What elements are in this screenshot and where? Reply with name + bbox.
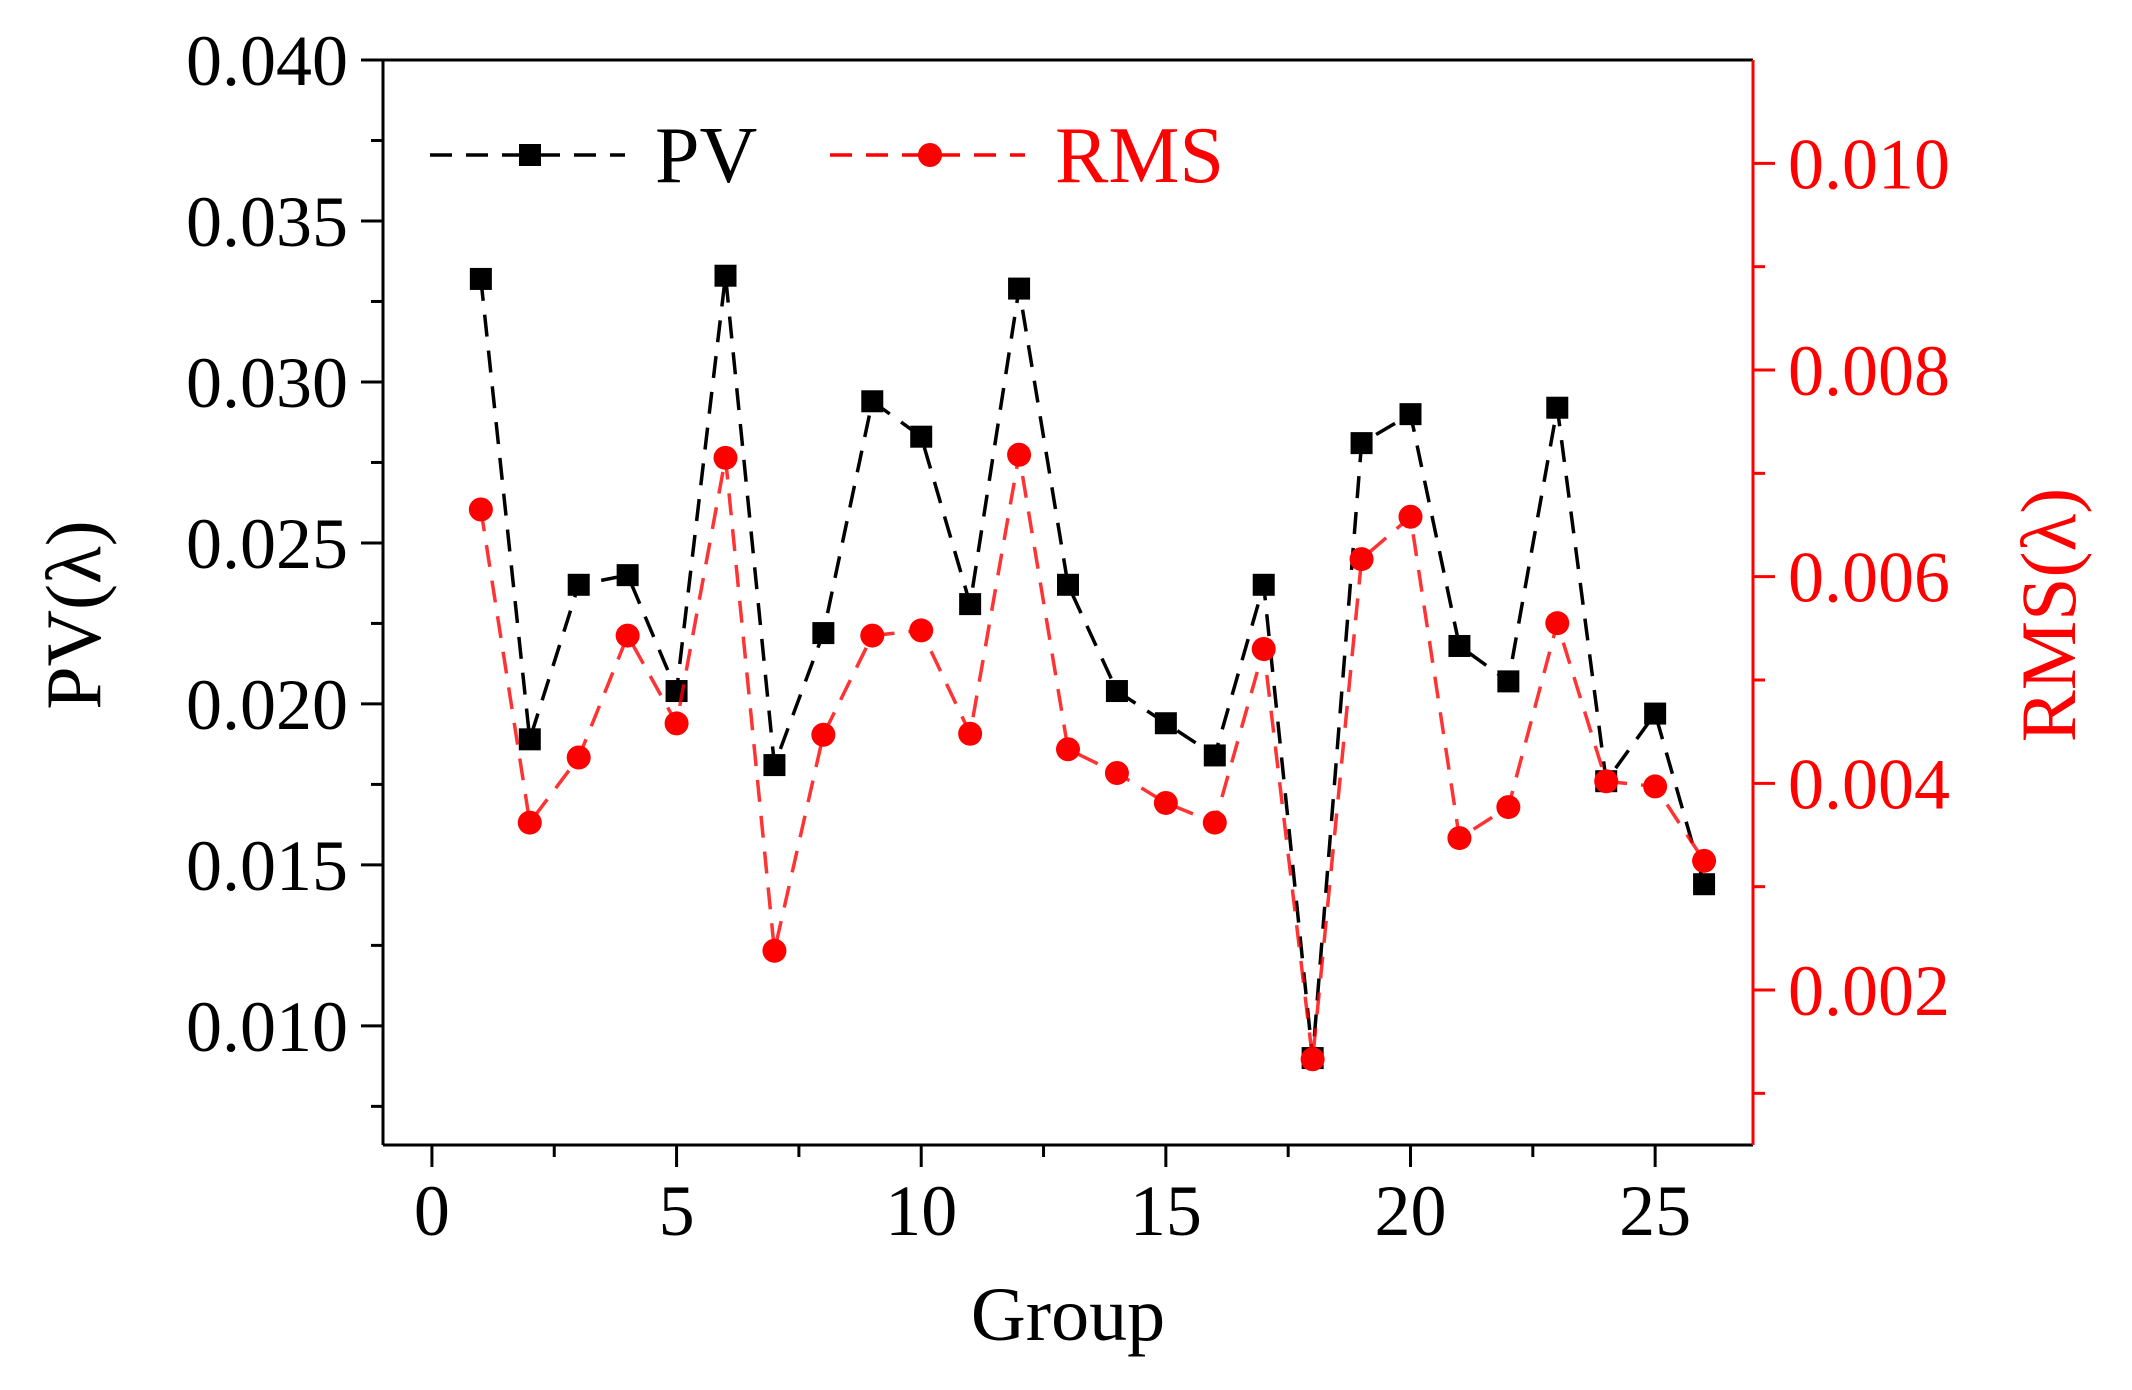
right-y-tick-label: 0.004 [1788,744,1950,824]
data-point-rms [1496,795,1521,820]
right-y-tick-label: 0.008 [1788,331,1950,411]
right-y-axis-label: RMS(λ) [2005,488,2092,743]
legend-marker-pv [519,144,541,166]
data-point-pv [959,593,982,616]
left-y-tick-label: 0.040 [186,21,348,101]
data-point-rms [1104,761,1129,785]
plot-frame [381,58,1755,1147]
data-point-rms [958,721,983,746]
data-point-pv [1399,403,1422,426]
data-point-rms [1251,637,1276,661]
data-point-rms [1643,774,1668,799]
data-point-pv [1252,573,1275,596]
x-tick-label: 5 [659,1171,695,1251]
data-point-rms [713,445,738,470]
left-y-tick-label: 0.020 [186,665,348,745]
right-y-tick-label: 0.002 [1788,951,1950,1031]
data-point-pv [1057,573,1079,596]
x-axis: 0 5 10 15 20 25 [414,1145,1691,1251]
series-line-rms [479,454,1706,1060]
data-point-pv [616,564,639,587]
data-point-pv [567,573,590,596]
data-point-rms [566,745,591,770]
x-tick-label: 20 [1375,1171,1447,1251]
data-point-pv [763,754,786,777]
left-y-tick-label: 0.015 [186,826,348,906]
right-y-tick-label: 0.006 [1788,538,1950,618]
x-tick-label: 15 [1130,1171,1202,1251]
data-point-rms [1300,1047,1325,1072]
data-point-rms [1202,810,1227,835]
data-point-pv [518,728,541,751]
data-point-rms [1349,547,1374,572]
left-y-axis-label: PV(λ) [30,520,117,709]
data-point-pv [1105,680,1128,703]
x-tick-label: 10 [885,1171,957,1251]
data-point-pv [714,264,737,287]
data-point-rms [1398,504,1423,529]
legend-label-rms: RMS [1055,112,1224,200]
data-point-rms [762,938,787,963]
x-tick-label: 0 [414,1171,450,1251]
legend-marker-rms [918,143,942,167]
data-point-rms [1007,442,1032,467]
data-point-pv [1203,744,1226,767]
data-point-rms [1692,848,1717,873]
data-point-pv [469,267,492,290]
data-point-rms [1594,769,1619,794]
series-layer [468,264,1717,1072]
data-point-pv [1693,873,1716,896]
data-point-rms [1056,737,1080,762]
left-y-tick-label: 0.035 [186,182,348,262]
x-tick-label: 25 [1619,1171,1691,1251]
data-point-rms [468,497,493,522]
data-point-rms [1447,826,1472,851]
data-point-pv [1644,702,1667,725]
data-point-pv [1350,432,1373,455]
data-point-rms [1545,611,1570,636]
data-point-rms [615,623,640,648]
left-y-tick-label: 0.030 [186,343,348,423]
data-point-rms [517,810,542,835]
data-point-pv [1497,670,1520,693]
data-point-pv [1546,396,1569,419]
legend: PV RMS [430,112,1224,200]
x-axis-label: Group [971,1273,1165,1357]
data-point-pv [910,425,933,448]
left-y-axis: 0.010 0.015 0.020 0.025 0.030 0.035 0.040 [186,21,383,1108]
data-point-pv [1448,634,1471,657]
left-y-tick-label: 0.010 [186,987,348,1067]
series-line-pv [479,275,1706,1059]
data-point-rms [860,623,885,648]
data-point-pv [861,390,884,413]
data-point-pv [1154,712,1177,735]
data-point-rms [1153,790,1178,815]
left-y-tick-label: 0.025 [186,504,348,584]
data-point-rms [811,722,836,747]
right-y-tick-label: 0.010 [1788,124,1950,204]
right-y-axis: 0.002 0.004 0.006 0.008 0.010 [1753,124,1950,1095]
data-point-pv [812,622,835,645]
legend-label-pv: PV [655,112,757,200]
data-point-rms [909,618,934,643]
data-point-rms [664,711,689,736]
data-point-pv [1008,277,1031,300]
